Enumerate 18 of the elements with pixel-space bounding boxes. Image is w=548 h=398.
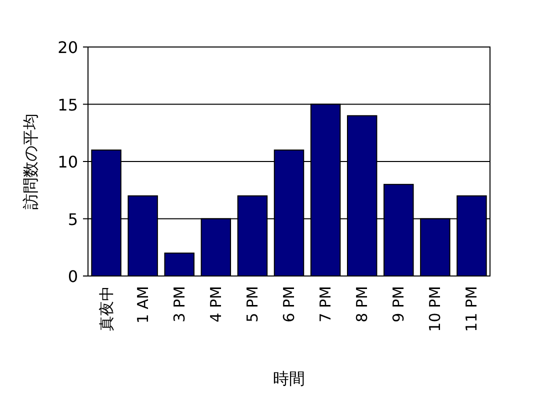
x-tick-label: 7 PM	[316, 286, 335, 322]
x-tick-label: 1 AM	[134, 286, 152, 324]
y-tick-label: 0	[68, 267, 78, 286]
y-tick-label: 20	[58, 38, 78, 57]
x-axis-title: 時間	[273, 369, 305, 388]
y-axis-title: 訪問数の平均	[21, 114, 40, 210]
x-tick-label: 10 PM	[426, 286, 444, 332]
x-tick-label: 6 PM	[280, 286, 298, 322]
x-tick-label: 真夜中	[97, 286, 116, 331]
x-tick-label: 4 PM	[206, 286, 225, 322]
y-tick-label: 15	[58, 95, 78, 114]
x-tick-label: 8 PM	[353, 286, 372, 322]
y-tick-label: 10	[58, 152, 78, 172]
x-tick-label: 9 PM	[390, 286, 408, 322]
x-tick-label: 5 PM	[243, 286, 262, 322]
x-tick-label: 11 PM	[462, 286, 481, 332]
y-tick-label: 5	[68, 210, 78, 229]
x-tick-label: 3 PM	[170, 286, 188, 322]
